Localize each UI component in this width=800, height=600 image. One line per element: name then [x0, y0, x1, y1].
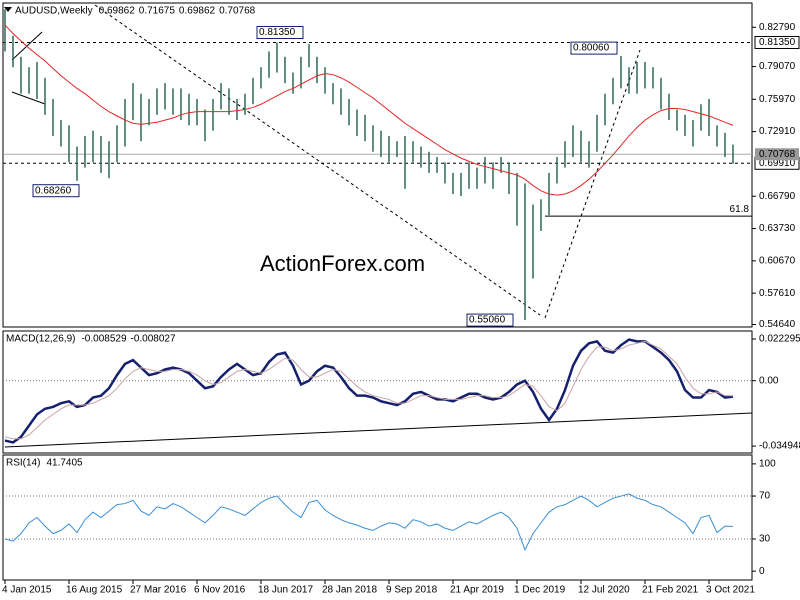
- macd-trend-line: [4, 412, 753, 448]
- y-tick-label: 0.54640: [759, 319, 796, 330]
- x-tick-label: 9 Sep 2018: [386, 585, 438, 596]
- panel-title: RSI(14): [6, 458, 40, 469]
- x-tick-label: 4 Jan 2015: [2, 585, 52, 596]
- x-tick-label: 27 Mar 2016: [130, 585, 187, 596]
- header-value: 0.70768: [219, 6, 256, 17]
- panel-title: AUDUSD,Weekly: [15, 6, 93, 17]
- annotation-label: 0.55060: [469, 315, 506, 326]
- level-label: 0.81350: [759, 37, 796, 48]
- header-value: 0.71675: [139, 6, 176, 17]
- y-tick-label: 0.79070: [759, 61, 796, 72]
- y-tick-label: 70: [759, 491, 771, 502]
- panel-title: MACD(12,26,9): [6, 334, 75, 345]
- y-tick-label: 100: [759, 459, 776, 470]
- annotation-label: 0.81350: [259, 27, 296, 38]
- price-label-box: [755, 148, 799, 161]
- panel-border: [2, 330, 753, 454]
- x-tick-label: 18 Jun 2017: [258, 585, 313, 596]
- series-line: [4, 493, 734, 551]
- annotation-box: [466, 313, 514, 327]
- x-tick-label: 1 Dec 2019: [514, 585, 566, 596]
- header-value: -0.008027: [131, 334, 176, 345]
- annotation-label: 0.80060: [573, 43, 610, 54]
- annotation-label: 0.68260: [35, 185, 72, 196]
- y-tick-label: 0: [759, 566, 765, 577]
- x-tick-label: 16 Aug 2015: [66, 585, 123, 596]
- annotation-box: [32, 184, 80, 198]
- menu-arrow: [4, 7, 12, 12]
- x-tick-label: 3 Oct 2021: [706, 585, 755, 596]
- y-tick-label: 0.022295: [759, 334, 800, 345]
- header-value: -0.008529: [81, 334, 126, 345]
- x-tick-label: 6 Nov 2016: [194, 585, 246, 596]
- annotation-box: [256, 25, 304, 39]
- level-label-box: [754, 35, 800, 49]
- series-line: [4, 340, 734, 440]
- x-tick-label: 12 Jul 2020: [578, 585, 630, 596]
- y-tick-label: 0.00: [759, 375, 779, 386]
- level-label: 0.69910: [759, 158, 796, 169]
- y-tick-label: 0.66790: [759, 191, 796, 202]
- series-line: [4, 24, 734, 196]
- y-tick-label: 0.72910: [759, 126, 796, 137]
- y-tick-label: 0.82790: [759, 22, 796, 33]
- y-tick-label: -0.034948: [759, 441, 800, 452]
- panel-border: [2, 454, 753, 581]
- header-value: 41.7405: [46, 458, 83, 469]
- price-label: 0.70768: [759, 149, 796, 160]
- header-value: 0.69862: [179, 6, 216, 17]
- trend-line: [544, 49, 641, 319]
- y-tick-label: 0.60670: [759, 255, 796, 266]
- y-tick-label: 0.63730: [759, 223, 796, 234]
- x-tick-label: 21 Apr 2019: [450, 585, 504, 596]
- fib-label: 61.8: [730, 204, 750, 215]
- trend-line: [11, 91, 46, 105]
- x-tick-label: 28 Jan 2018: [322, 585, 377, 596]
- trend-line: [94, 4, 541, 316]
- watermark: ActionForex.com: [260, 251, 425, 276]
- header-value: 0.69862: [99, 6, 136, 17]
- x-tick-label: 21 Feb 2021: [642, 585, 699, 596]
- annotation-box: [570, 41, 618, 55]
- y-tick-label: 30: [759, 534, 771, 545]
- panel-border: [2, 2, 753, 328]
- y-tick-label: 0.75970: [759, 94, 796, 105]
- series-line: [4, 338, 734, 444]
- y-tick-label: 0.57610: [759, 288, 796, 299]
